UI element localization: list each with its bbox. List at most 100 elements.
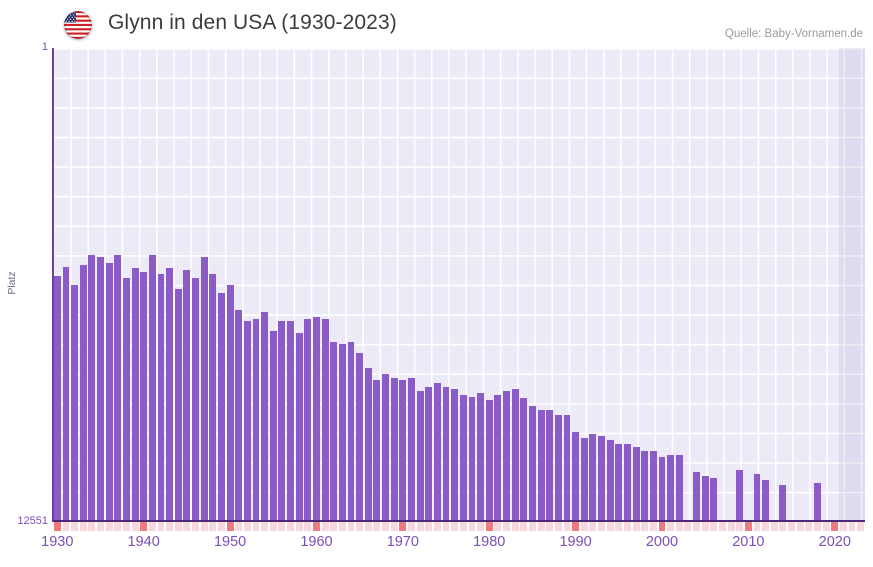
bar-1997[interactable]: [632, 447, 640, 521]
bar-2009[interactable]: [736, 470, 744, 521]
bar-1976[interactable]: [451, 389, 459, 521]
bar-1996[interactable]: [623, 443, 631, 521]
bar-2018[interactable]: [814, 483, 821, 521]
bar-1962[interactable]: [330, 341, 338, 521]
bar-1989[interactable]: [563, 415, 571, 521]
x-tick-1962: [330, 522, 338, 531]
bar-1966[interactable]: [364, 368, 372, 521]
bar-1974[interactable]: [433, 383, 441, 521]
bar-1981[interactable]: [494, 394, 502, 521]
bar-1950[interactable]: [226, 285, 234, 521]
bar-1965[interactable]: [356, 353, 364, 521]
x-tick-1960: [313, 522, 320, 531]
x-axis-label-2020: 2020: [818, 534, 851, 550]
bar-2014[interactable]: [779, 485, 787, 521]
x-tick-1951: [235, 522, 243, 531]
bar-1987[interactable]: [546, 409, 554, 521]
x-tick-2019: [822, 522, 830, 531]
bar-2004[interactable]: [693, 471, 700, 521]
bar-1985[interactable]: [528, 406, 536, 521]
x-tick-1969: [390, 522, 398, 531]
x-axis-label-1960: 1960: [300, 534, 333, 550]
bar-1941[interactable]: [148, 255, 156, 521]
y-axis-top-label: 1: [41, 41, 48, 53]
bar-1991[interactable]: [580, 438, 588, 521]
bar-1977[interactable]: [459, 394, 467, 521]
bar-1938[interactable]: [122, 277, 130, 521]
bar-1930[interactable]: [53, 275, 61, 521]
bar-1935[interactable]: [97, 257, 104, 521]
bar-1932[interactable]: [71, 285, 79, 521]
bar-1978[interactable]: [468, 396, 476, 521]
bar-1954[interactable]: [261, 311, 269, 521]
bar-1948[interactable]: [209, 274, 217, 521]
bar-1980[interactable]: [485, 400, 493, 521]
bar-1971[interactable]: [408, 377, 415, 521]
bar-1972[interactable]: [416, 390, 424, 521]
bar-1958[interactable]: [295, 332, 303, 521]
bar-2001[interactable]: [667, 455, 675, 521]
bar-1934[interactable]: [88, 255, 96, 521]
bar-2012[interactable]: [762, 479, 770, 521]
bar-1982[interactable]: [503, 390, 510, 521]
bar-1937[interactable]: [114, 255, 122, 521]
bar-2005[interactable]: [701, 475, 709, 521]
bar-1994[interactable]: [606, 439, 614, 521]
bar-1942[interactable]: [157, 274, 165, 521]
y-axis-line: [52, 48, 54, 522]
bar-1975[interactable]: [442, 387, 450, 521]
x-tick-2016: [796, 522, 804, 531]
bar-1995[interactable]: [615, 443, 623, 521]
bar-1983[interactable]: [511, 389, 519, 521]
bar-1931[interactable]: [62, 266, 70, 521]
bar-1953[interactable]: [252, 319, 260, 521]
bar-1970[interactable]: [399, 379, 407, 521]
bar-1945[interactable]: [183, 270, 191, 521]
x-axis-label-1940: 1940: [127, 534, 160, 550]
bar-1984[interactable]: [520, 398, 528, 521]
bar-1956[interactable]: [278, 321, 286, 521]
bar-1940[interactable]: [140, 272, 148, 521]
x-axis-label-2000: 2000: [645, 534, 679, 550]
bar-1949[interactable]: [217, 292, 225, 521]
bar-1990[interactable]: [572, 432, 580, 521]
x-tick-1974: [433, 522, 441, 531]
bar-1967[interactable]: [373, 379, 381, 521]
bar-1963[interactable]: [338, 343, 346, 521]
bar-1957[interactable]: [287, 321, 294, 521]
bar-1943[interactable]: [166, 268, 174, 521]
bar-1952[interactable]: [243, 321, 251, 521]
bar-series: [53, 48, 865, 521]
x-tick-1957: [287, 522, 294, 531]
bar-1999[interactable]: [649, 451, 657, 521]
bar-1955[interactable]: [269, 330, 277, 521]
bar-1947[interactable]: [200, 257, 208, 521]
bar-1988[interactable]: [554, 415, 562, 521]
bar-1960[interactable]: [313, 317, 320, 521]
bar-1959[interactable]: [304, 319, 312, 521]
x-tick-2015: [788, 522, 796, 531]
bar-1986[interactable]: [537, 409, 545, 521]
bar-2002[interactable]: [675, 455, 683, 521]
bar-1944[interactable]: [174, 289, 182, 521]
bar-2000[interactable]: [658, 456, 666, 521]
bar-1992[interactable]: [589, 434, 597, 521]
bar-1968[interactable]: [382, 373, 390, 521]
bar-1939[interactable]: [131, 268, 139, 521]
x-tick-1989: [563, 522, 571, 531]
bar-1973[interactable]: [425, 387, 433, 521]
bar-1936[interactable]: [105, 262, 113, 521]
bar-1951[interactable]: [235, 309, 243, 521]
bar-1979[interactable]: [477, 392, 485, 521]
bar-1933[interactable]: [79, 264, 87, 521]
bar-1961[interactable]: [321, 319, 329, 521]
bar-1998[interactable]: [641, 451, 649, 521]
bar-2011[interactable]: [753, 473, 761, 521]
x-tick-2013: [770, 522, 778, 531]
bar-1946[interactable]: [192, 277, 199, 521]
bar-1964[interactable]: [347, 341, 355, 521]
bar-1993[interactable]: [598, 436, 605, 521]
bar-1969[interactable]: [390, 377, 398, 521]
bar-2006[interactable]: [710, 477, 718, 521]
x-tick-1947: [200, 522, 208, 531]
